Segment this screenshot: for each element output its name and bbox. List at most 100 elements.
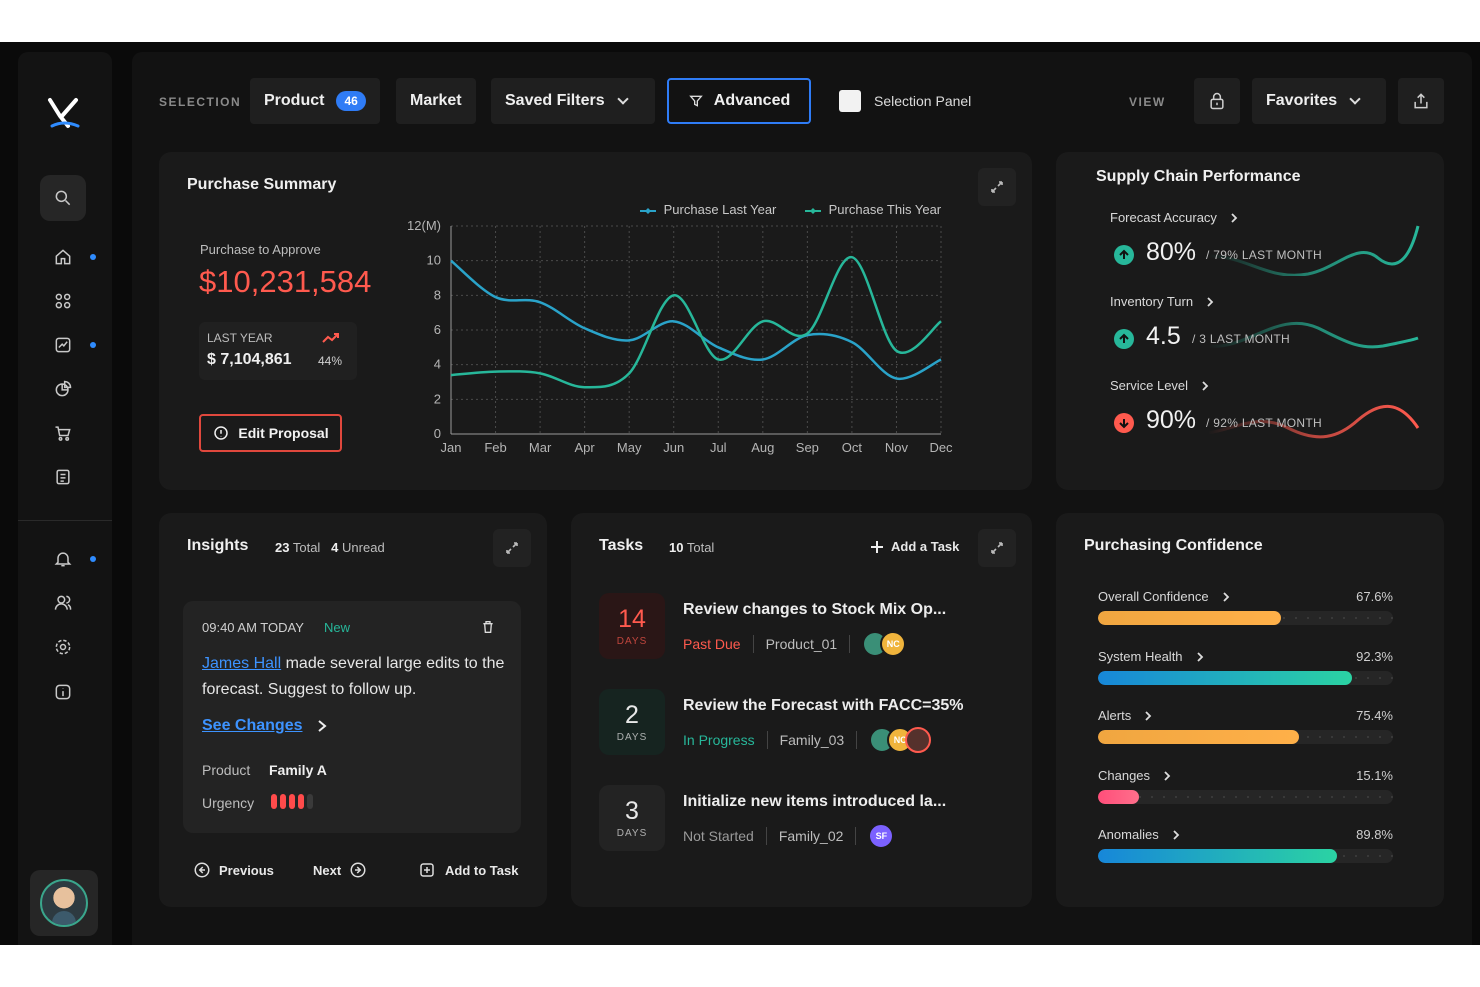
chevron-right-icon — [1164, 770, 1171, 781]
product-filter-label: Product — [264, 92, 325, 109]
nav-apps[interactable] — [40, 278, 86, 324]
app-logo[interactable] — [46, 96, 82, 130]
divider — [855, 827, 857, 845]
trash-icon[interactable] — [480, 619, 496, 635]
next-button[interactable]: Next — [313, 861, 367, 879]
confidence-item-value: 89.8% — [1356, 827, 1393, 842]
lock-button[interactable] — [1194, 78, 1240, 124]
selection-panel-checkbox[interactable] — [839, 90, 861, 112]
task-days-number: 3 — [625, 797, 639, 825]
y-tick-label: 4 — [434, 357, 441, 372]
confidence-item-link[interactable]: Overall Confidence — [1098, 589, 1231, 604]
nav-info[interactable] — [40, 669, 86, 715]
expand-button[interactable] — [978, 168, 1016, 206]
product-filter-button[interactable]: Product 46 — [250, 78, 380, 124]
tasks-total-label: Total — [686, 540, 715, 555]
expand-button[interactable] — [978, 529, 1016, 567]
advanced-filter-button[interactable]: Advanced — [667, 78, 811, 124]
task-title[interactable]: Review the Forecast with FACC=35% — [683, 697, 964, 714]
chevron-right-icon — [1196, 651, 1203, 662]
advanced-label: Advanced — [713, 92, 791, 109]
previous-button[interactable]: Previous — [193, 861, 274, 879]
confidence-item-value: 67.6% — [1356, 589, 1393, 604]
purchase-to-approve-label: Purchase to Approve — [200, 242, 321, 257]
nav-settings[interactable] — [40, 624, 86, 670]
x-tick-label: Oct — [842, 440, 863, 455]
assignee-avatar[interactable]: NC — [880, 631, 907, 657]
nav-purchasing[interactable] — [40, 410, 86, 456]
expand-button[interactable] — [493, 529, 531, 567]
task-scope: Family_03 — [779, 732, 845, 748]
nav-notifications[interactable] — [40, 536, 86, 582]
supply-metric-link[interactable]: Inventory Turn — [1110, 294, 1215, 309]
chevron-right-icon — [1222, 591, 1229, 602]
task-days-number: 2 — [625, 701, 639, 729]
confidence-item-label: Alerts — [1098, 708, 1132, 723]
change-percent: 44% — [318, 354, 343, 368]
chevron-right-icon — [318, 720, 328, 732]
nav-home[interactable] — [40, 234, 86, 280]
series-line-this-year — [450, 255, 942, 389]
assignee-avatar[interactable]: SF — [868, 823, 895, 849]
x-tick-label: Dec — [929, 440, 953, 455]
insight-new-badge: New — [324, 620, 351, 635]
edit-proposal-button[interactable]: Edit Proposal — [199, 414, 342, 452]
alert-circle-icon — [214, 426, 229, 440]
purchasing-confidence-title: Purchasing Confidence — [1084, 537, 1263, 554]
sidebar-divider — [18, 520, 112, 521]
author-link[interactable]: James Hall — [202, 655, 282, 672]
task-scope: Family_02 — [778, 828, 844, 844]
confidence-bar-fill — [1098, 730, 1299, 744]
confidence-bar-fill — [1098, 849, 1337, 863]
add-to-task-button[interactable]: Add to Task — [418, 861, 518, 879]
document-icon — [56, 469, 70, 485]
confidence-item-label: System Health — [1098, 649, 1183, 664]
supply-metric-sparkline — [1207, 321, 1419, 349]
supply-metric-link[interactable]: Forecast Accuracy — [1110, 210, 1239, 225]
confidence-bar — [1098, 671, 1393, 685]
confidence-item-link[interactable]: Alerts — [1098, 708, 1153, 723]
user-avatar-button[interactable] — [30, 870, 98, 936]
assignee-avatars: NC — [869, 727, 932, 753]
home-icon — [55, 249, 71, 265]
supply-metric-value: 90% — [1146, 406, 1197, 434]
add-task-button[interactable]: Add a Task — [870, 539, 959, 554]
tasks-title: Tasks — [599, 537, 644, 554]
saved-filters-dropdown[interactable]: Saved Filters — [491, 78, 655, 124]
nav-users[interactable] — [40, 580, 86, 626]
supply-metric-value: 4.5 — [1146, 322, 1181, 350]
divider — [765, 827, 767, 845]
nav-documents[interactable] — [40, 454, 86, 500]
avatar — [40, 879, 88, 927]
see-changes-link[interactable]: See Changes — [202, 717, 328, 735]
x-tick-label: May — [617, 440, 642, 455]
lock-icon — [1210, 92, 1224, 110]
assignee-avatar[interactable] — [905, 727, 932, 753]
task-title[interactable]: Initialize new items introduced la... — [683, 793, 947, 810]
purchasing-confidence-card: Purchasing Confidence Overall Confidence… — [1056, 513, 1444, 907]
arrow-up-circle-icon — [1114, 245, 1134, 265]
share-button[interactable] — [1398, 78, 1444, 124]
expand-icon — [991, 542, 1003, 554]
task-title[interactable]: Review changes to Stock Mix Op... — [683, 601, 947, 618]
x-tick-label: Aug — [751, 440, 774, 455]
add-task-label: Add a Task — [891, 539, 960, 554]
favorites-dropdown[interactable]: Favorites — [1252, 78, 1386, 124]
insights-unread-label: Unread — [342, 540, 385, 555]
market-filter-button[interactable]: Market — [396, 78, 476, 124]
legend-marker-icon — [805, 207, 821, 214]
x-tick-label: Mar — [529, 440, 552, 455]
supply-metric-link[interactable]: Service Level — [1110, 378, 1210, 393]
confidence-item-label: Changes — [1098, 768, 1151, 783]
confidence-item-link[interactable]: Changes — [1098, 768, 1172, 783]
task-status: Past Due — [683, 636, 741, 652]
confidence-item-link[interactable]: System Health — [1098, 649, 1205, 664]
insights-total: 23 — [275, 540, 290, 555]
nav-analytics[interactable] — [40, 322, 86, 368]
x-tick-label: Jul — [710, 440, 727, 455]
search-button[interactable] — [40, 175, 86, 221]
confidence-item-link[interactable]: Anomalies — [1098, 827, 1181, 842]
insights-total-label: Total — [292, 540, 321, 555]
search-icon — [55, 190, 71, 206]
nav-reports[interactable] — [40, 366, 86, 412]
